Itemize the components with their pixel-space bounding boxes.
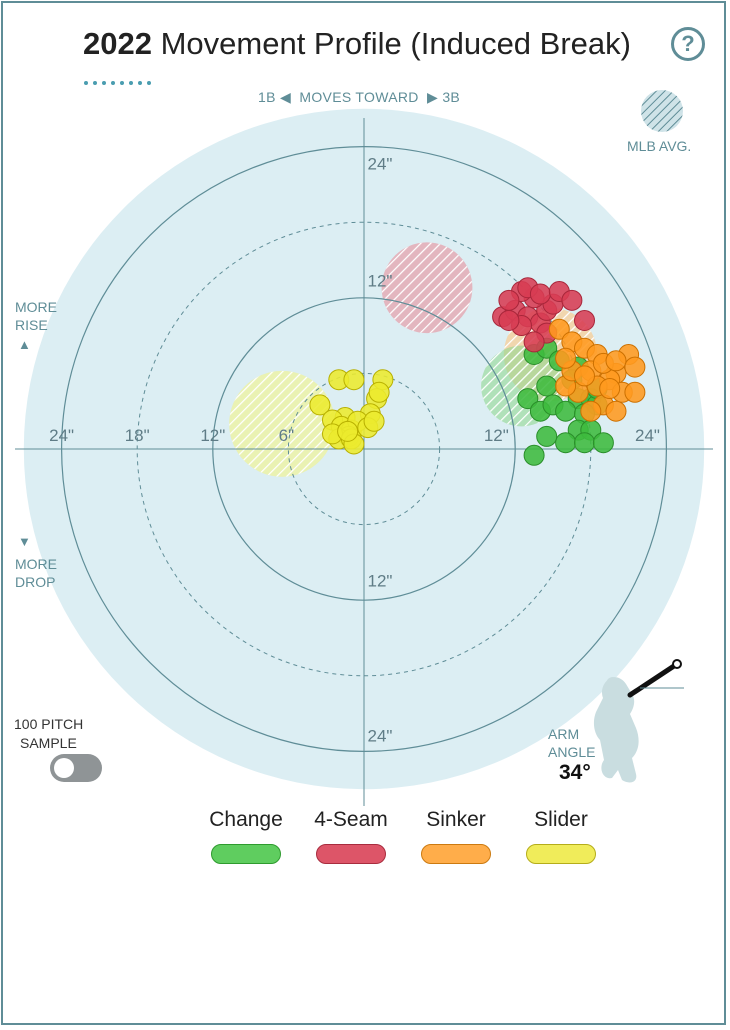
page-title: 2022 Movement Profile (Induced Break) bbox=[83, 26, 631, 62]
tick-label-left-18: 18" bbox=[125, 426, 150, 445]
pitch-point-change-16 bbox=[555, 432, 577, 454]
legend-item-slider[interactable]: Slider bbox=[516, 808, 606, 864]
sample-toggle-label: 100 PITCH SAMPLE bbox=[14, 715, 83, 753]
pitch-point-4-seam-12 bbox=[561, 289, 583, 311]
pitch-point-slider-18 bbox=[337, 420, 359, 442]
legend-swatch-slider bbox=[526, 844, 596, 864]
pitch-point-slider-3 bbox=[309, 394, 331, 416]
direction-middle: MOVES TOWARD bbox=[299, 89, 419, 105]
pitch-point-sinker-0 bbox=[548, 318, 570, 340]
pitcher-silhouette-icon bbox=[593, 659, 684, 783]
arrow-up-icon: ▲ bbox=[18, 337, 31, 352]
pitch-point-slider-1 bbox=[343, 369, 365, 391]
tick-label-right-24: 24" bbox=[635, 426, 660, 445]
tick-label-bottom-24: 24" bbox=[368, 726, 393, 745]
pitch-point-change-5 bbox=[536, 375, 558, 397]
legend-label-change: Change bbox=[209, 808, 283, 831]
mlb-avg-zone-4-seam bbox=[381, 242, 473, 334]
pitch-point-sinker-22 bbox=[555, 347, 577, 369]
tick-label-left-12: 12" bbox=[200, 426, 225, 445]
more-drop-line1: MORE bbox=[15, 556, 57, 572]
tick-label-right-12: 12" bbox=[484, 426, 509, 445]
arm-angle-label: ARM ANGLE bbox=[548, 725, 595, 761]
tick-label-bottom-12: 12" bbox=[368, 571, 393, 590]
sample-toggle[interactable] bbox=[50, 754, 102, 782]
pitch-point-change-17 bbox=[574, 432, 595, 454]
mlb-avg-swatch bbox=[641, 90, 683, 132]
pitch-point-change-18 bbox=[592, 432, 614, 454]
pitch-point-4-seam-8 bbox=[498, 289, 520, 311]
more-drop-label: ▼ MORE DROP bbox=[15, 533, 57, 591]
help-button[interactable]: ? bbox=[671, 27, 705, 61]
pitch-point-change-19 bbox=[536, 425, 558, 447]
pitch-point-slider-5 bbox=[368, 381, 390, 403]
mlb-avg-hatch-slider bbox=[229, 370, 336, 477]
arm-angle-value: 34° bbox=[559, 761, 591, 784]
more-drop-line2: DROP bbox=[15, 574, 56, 590]
arm-angle-line1: ARM bbox=[548, 726, 580, 742]
legend-swatch-4seam bbox=[316, 844, 386, 864]
pitch-point-sinker-8 bbox=[624, 381, 646, 403]
more-rise-label: MORE RISE ▲ bbox=[15, 298, 57, 354]
pitch-point-change-10 bbox=[555, 400, 577, 422]
pitch-point-sinker-21 bbox=[624, 356, 646, 378]
pitch-point-slider-19 bbox=[363, 410, 385, 432]
title-underline-dots bbox=[84, 72, 156, 90]
mlb-avg-zone-slider bbox=[229, 370, 336, 477]
direction-right: 3B bbox=[442, 89, 461, 105]
legend-label-sinker: Sinker bbox=[426, 808, 486, 831]
direction-label: 1B ◀ MOVES TOWARD ▶ 3B bbox=[258, 89, 460, 106]
pitch-point-change-6 bbox=[517, 388, 539, 410]
more-rise-line1: MORE bbox=[15, 299, 57, 315]
tick-label-left-24: 24" bbox=[49, 426, 74, 445]
legend-item-4seam[interactable]: 4-Seam bbox=[306, 808, 396, 864]
tick-label-top-24: 24" bbox=[368, 154, 393, 173]
arrow-down-icon: ▼ bbox=[18, 534, 31, 549]
pitch-point-sinker-10 bbox=[580, 400, 602, 422]
title-text: Movement Profile (Induced Break) bbox=[160, 26, 631, 61]
tick-label-left-6: 6" bbox=[279, 426, 295, 445]
mlb-avg-hatch-4-seam bbox=[381, 242, 473, 334]
pitch-point-change-21 bbox=[523, 444, 545, 466]
pitch-point-sinker-16 bbox=[605, 350, 627, 372]
pitch-point-4-seam-15 bbox=[523, 331, 545, 353]
arm-angle-line2: ANGLE bbox=[548, 744, 596, 760]
mlb-avg-label: MLB AVG. bbox=[627, 138, 692, 154]
legend-swatch-change bbox=[211, 844, 281, 864]
pitch-point-sinker-20 bbox=[574, 365, 595, 387]
legend-label-slider: Slider bbox=[534, 808, 588, 831]
sample-label-line2: SAMPLE bbox=[20, 735, 77, 751]
title-year: 2022 bbox=[83, 26, 152, 61]
toggle-knob bbox=[54, 758, 74, 778]
pitch-point-4-seam-17 bbox=[498, 309, 520, 331]
arrow-left-icon: ◀ bbox=[279, 89, 292, 105]
direction-left: 1B bbox=[258, 89, 276, 105]
legend-label-4seam: 4-Seam bbox=[314, 808, 388, 831]
more-rise-line2: RISE bbox=[15, 317, 48, 333]
pitch-point-4-seam-10 bbox=[529, 283, 551, 305]
arrow-right-icon: ▶ bbox=[427, 89, 439, 105]
sample-label-line1: 100 PITCH bbox=[14, 716, 84, 732]
pitch-point-sinker-19 bbox=[599, 378, 621, 400]
legend-item-change[interactable]: Change bbox=[201, 808, 291, 864]
pitch-point-4-seam-13 bbox=[574, 309, 595, 331]
legend-item-sinker[interactable]: Sinker bbox=[411, 808, 501, 864]
legend-swatch-sinker bbox=[421, 844, 491, 864]
pitch-point-sinker-18 bbox=[605, 400, 627, 422]
tick-label-top-12: 12" bbox=[368, 271, 393, 290]
